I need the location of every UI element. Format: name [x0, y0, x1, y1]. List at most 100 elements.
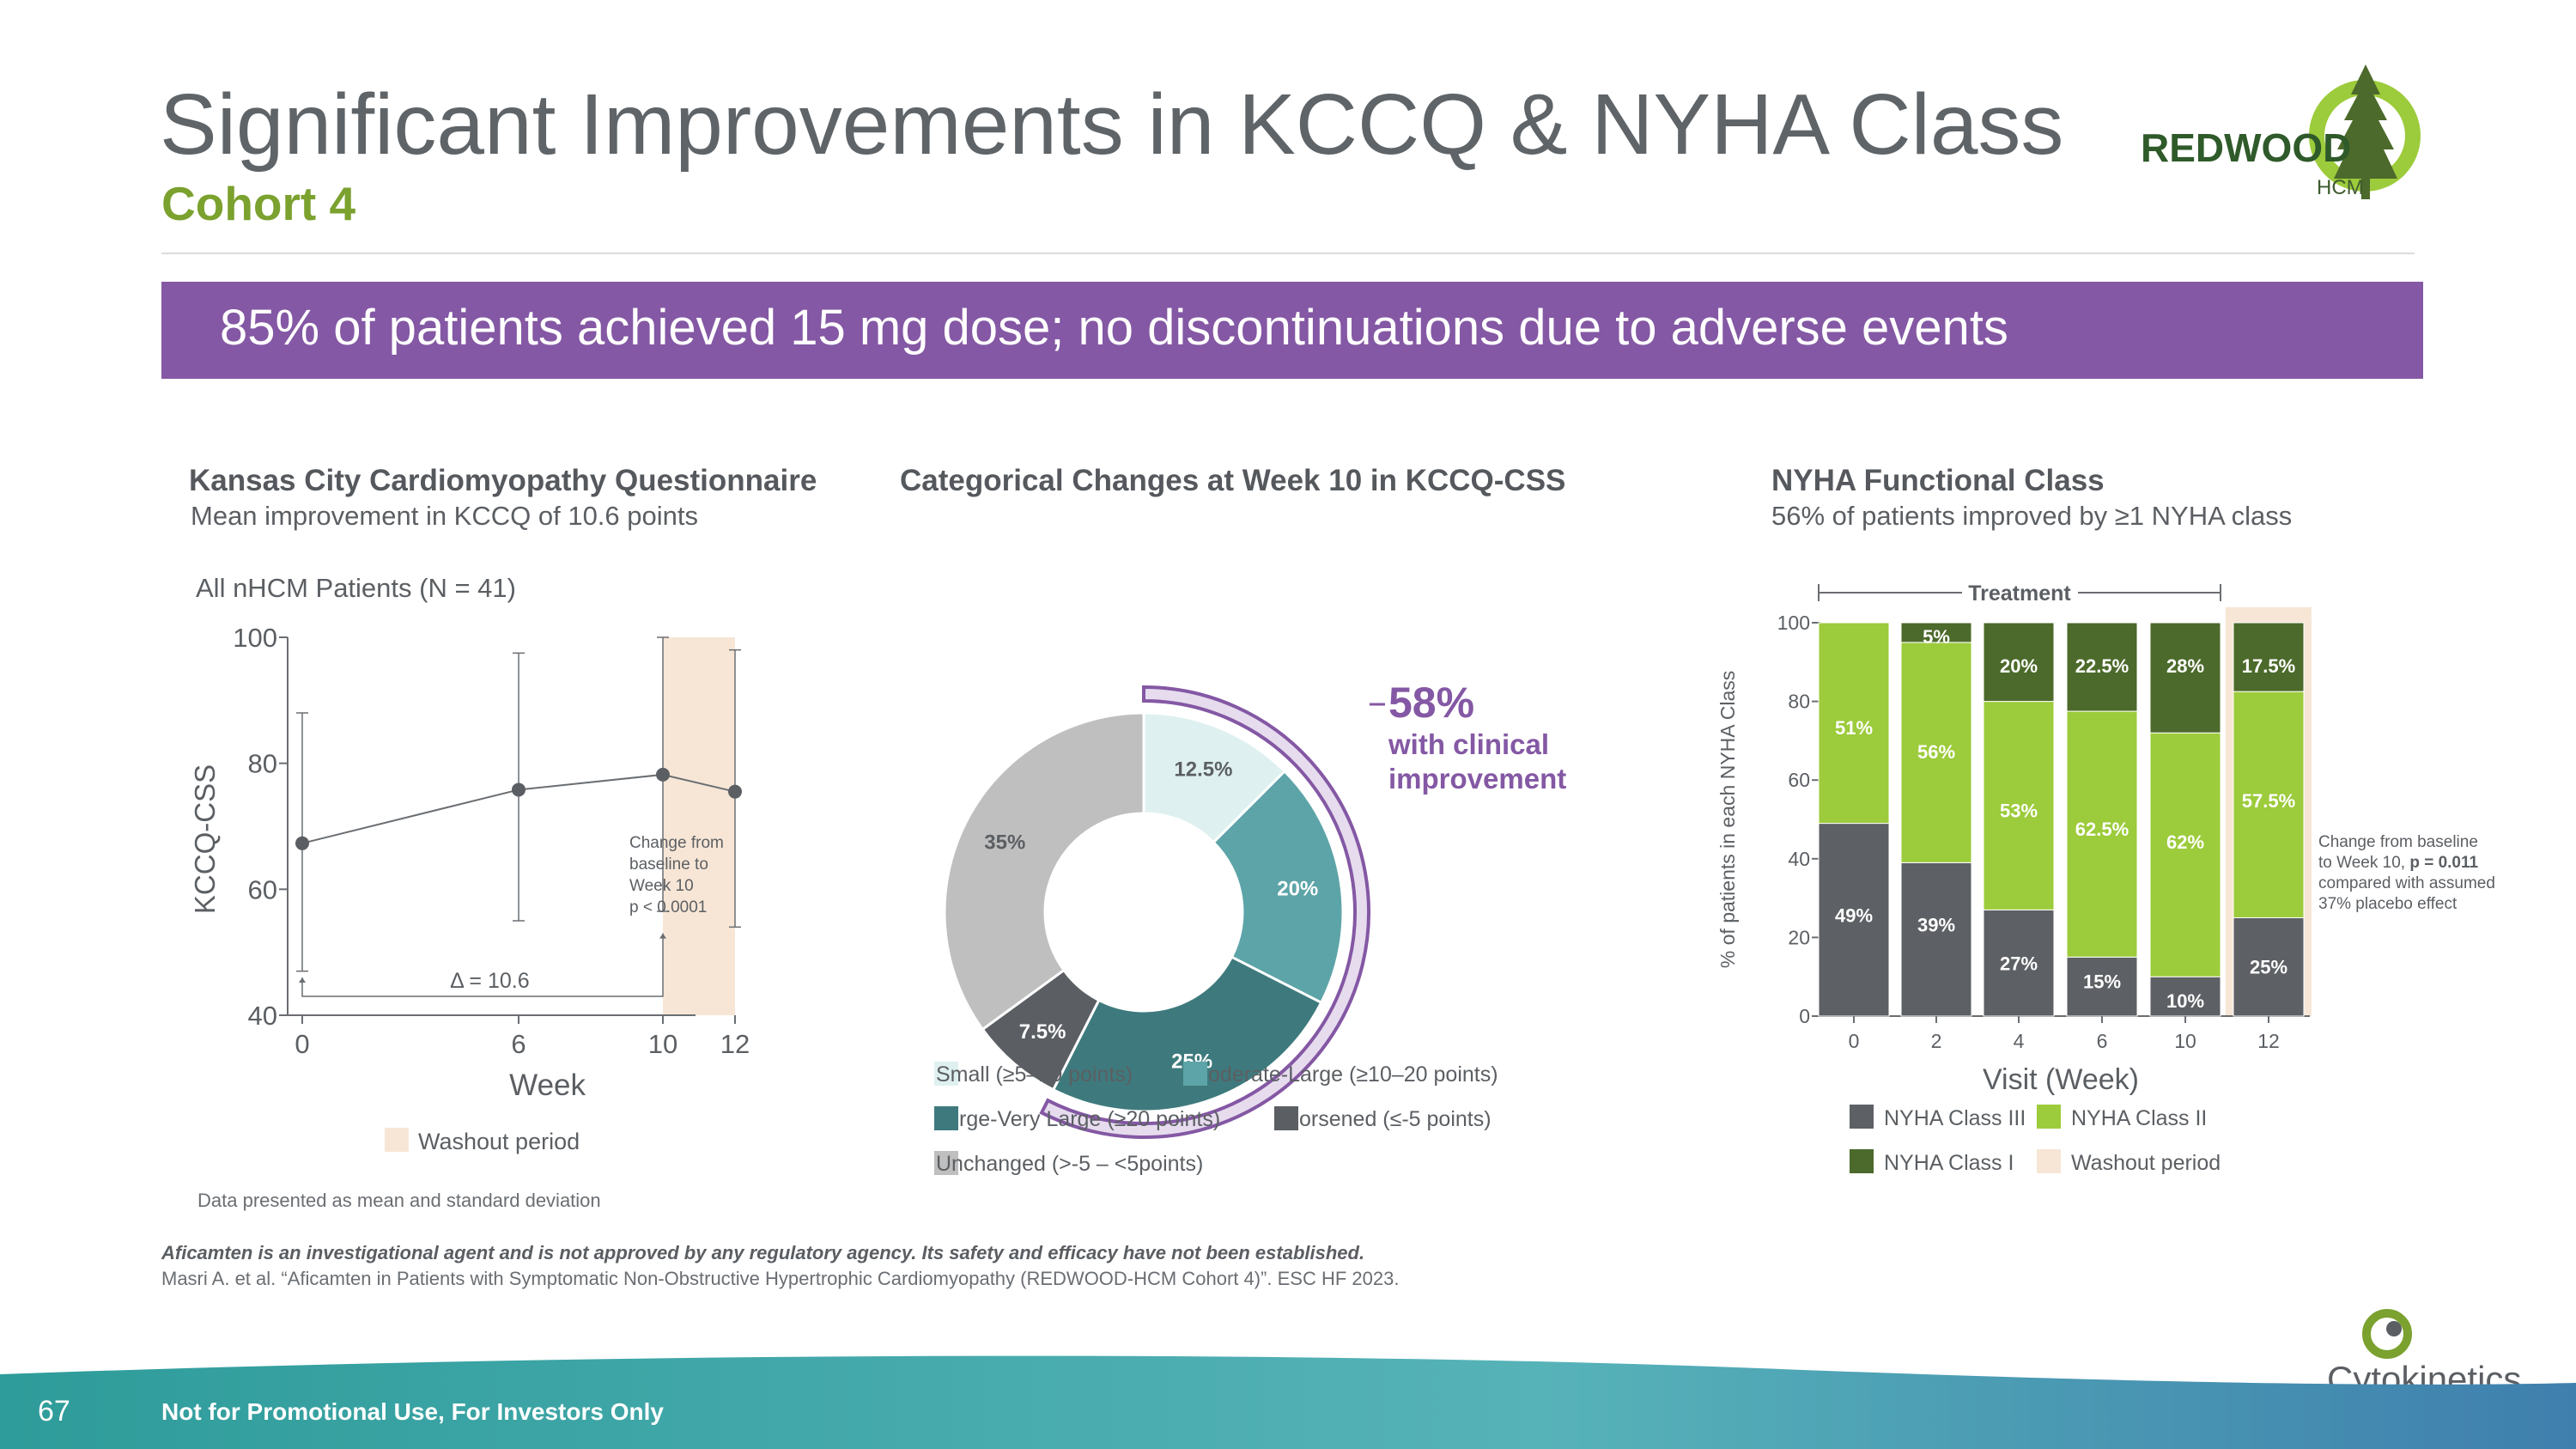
bar-segment: [1983, 622, 2055, 703]
logo-sub-text: HCM: [2317, 176, 2364, 199]
x-axis-label: Visit (Week): [1983, 1063, 2139, 1096]
key-message-banner: 85% of patients achieved 15 mg dose; no …: [161, 282, 2423, 379]
y-tick-label: 80: [248, 749, 277, 779]
nyha-section-subtitle: 56% of patients improved by ≥1 NYHA clas…: [1771, 501, 2293, 531]
bar-label: 62%: [2166, 831, 2204, 853]
data-point: [656, 767, 670, 782]
bar-label: 15%: [2083, 971, 2121, 992]
donut-legend-swatch: [934, 1106, 958, 1130]
callout-value: 58%: [1388, 679, 1474, 727]
banner-text: 85% of patients achieved 15 mg dose; no …: [220, 300, 2008, 356]
bar-segment: [2149, 622, 2221, 734]
donut-legend-swatch: [934, 1062, 958, 1086]
delta-bracket: [301, 933, 664, 997]
tree-icon: [2334, 64, 2397, 179]
promo-disclaimer: Not for Promotional Use, For Investors O…: [161, 1398, 664, 1425]
nyha-annotation-line: compared with assumed: [2318, 874, 2495, 892]
donut-legend-label: Small (≥5–10 points): [936, 1062, 1133, 1087]
treatment-label: Treatment: [1968, 581, 2071, 606]
nyha-legend-swatch: [2037, 1149, 2061, 1173]
data-point: [728, 784, 742, 799]
x-tick-label: 0: [295, 1029, 309, 1059]
slice-label: 35%: [984, 831, 1025, 855]
nyha-legend-label: NYHA Class III: [1884, 1106, 2026, 1130]
bar-segment: [1818, 622, 1890, 825]
kccq-line-chart: All nHCM Patients (N = 41) Data presente…: [189, 573, 750, 1211]
kccq-footnote: Data presented as mean and standard devi…: [197, 1190, 601, 1211]
bar-label: 20%: [2000, 655, 2038, 677]
bar-segment: [1900, 622, 1972, 643]
bar-segment: [1818, 823, 1890, 1017]
donut-legend-swatch: [1274, 1106, 1298, 1130]
mean-line: [301, 773, 736, 844]
nyha-annotation-line: Change from baseline: [2318, 833, 2478, 851]
bar-label: 51%: [1835, 717, 1873, 739]
bar-segment: [2233, 691, 2305, 918]
bar-segment: [2066, 622, 2138, 712]
kccq-donut-chart: 58% with clinical improvement 12.5%20%25…: [934, 679, 1566, 1176]
bar-segment: [1900, 861, 1972, 1017]
x-tick-label: 0: [1849, 1030, 1860, 1052]
cytokinetics-ring-icon: [2362, 1309, 2412, 1359]
page-subtitle: Cohort 4: [161, 177, 356, 230]
washout-band: [663, 637, 735, 1015]
donut-slice: [1051, 955, 1323, 1113]
slice-label: 20%: [1277, 878, 1318, 901]
title-divider: [161, 253, 2415, 254]
bar-label: 53%: [2000, 801, 2038, 822]
slice-label: 7.5%: [1019, 1020, 1066, 1044]
bar-segment: [2066, 710, 2138, 958]
nyha-legend-label: Washout period: [2071, 1151, 2221, 1175]
donut-legend-label: orsened (≤-5 points): [1299, 1107, 1492, 1131]
delta-label: Δ = 10.6: [450, 969, 529, 993]
y-tick-label: 80: [1788, 691, 1810, 713]
bracket-arrow-icon: [299, 977, 306, 983]
x-tick-label: 12: [2257, 1030, 2280, 1052]
nyha-legend-swatch: [1850, 1105, 1874, 1129]
bar-segment: [1983, 701, 2055, 910]
bar-label: 62.5%: [2075, 819, 2129, 840]
kccq-annotation-line: Change from: [629, 834, 724, 852]
donut-legend-swatch: [1183, 1062, 1207, 1086]
nyha-legend-label: NYHA Class II: [2071, 1106, 2207, 1130]
bar-label: 10%: [2166, 990, 2204, 1012]
nyha-section-title: NYHA Functional Class: [1771, 464, 2105, 497]
bar-label: 27%: [2000, 953, 2038, 974]
donut-section-title: Categorical Changes at Week 10 in KCCQ-C…: [900, 464, 1566, 497]
y-tick-label: 40: [248, 1001, 277, 1031]
x-tick-label: 6: [2097, 1030, 2108, 1052]
y-tick-label: 40: [1788, 848, 1810, 870]
nyha-annotation-line: 37% placebo effect: [2318, 895, 2458, 913]
y-tick-label: 0: [1799, 1005, 1810, 1027]
y-tick-label: 100: [233, 623, 277, 653]
x-tick-label: 4: [2014, 1030, 2025, 1052]
bar-label: 49%: [1835, 905, 1873, 927]
y-tick-label: 60: [248, 874, 277, 904]
donut-legend-label: oderate-Large (≥10–20 points): [1208, 1062, 1498, 1087]
y-tick-label: 20: [1788, 926, 1810, 948]
x-tick-label: 2: [1931, 1030, 1942, 1052]
x-tick-label: 6: [511, 1029, 526, 1059]
x-tick-label: 10: [648, 1029, 677, 1059]
y-tick-label: 60: [1788, 769, 1810, 791]
donut-legend-label: rge-Very Large (≥20 points): [959, 1107, 1220, 1131]
x-axis-label: Week: [509, 1068, 586, 1102]
bracket-arrow-icon: [659, 933, 666, 939]
donut-legend-swatch: [934, 1151, 958, 1175]
kccq-panel-label: All nHCM Patients (N = 41): [196, 573, 516, 603]
bar-segment: [1900, 642, 1972, 863]
bar-label: 39%: [1917, 914, 1955, 935]
page-number: 67: [38, 1395, 70, 1428]
legend-swatch-washout: [385, 1128, 409, 1152]
nyha-legend-swatch: [2037, 1105, 2061, 1129]
legend-label-washout: Washout period: [418, 1129, 580, 1154]
improvement-arc: [1039, 685, 1370, 1139]
page-title: Significant Improvements in KCCQ & NYHA …: [160, 76, 2064, 173]
kccq-annotation-line: Week 10: [629, 877, 694, 895]
nyha-annotation-line: to Week 10, p = 0.011: [2318, 854, 2479, 872]
nyha-legend-swatch: [1850, 1149, 1874, 1173]
kccq-annotation-line: p < 0.0001: [629, 898, 707, 916]
callout-text-2: improvement: [1388, 763, 1566, 795]
citation: Masri A. et al. “Aficamten in Patients w…: [161, 1268, 1400, 1289]
